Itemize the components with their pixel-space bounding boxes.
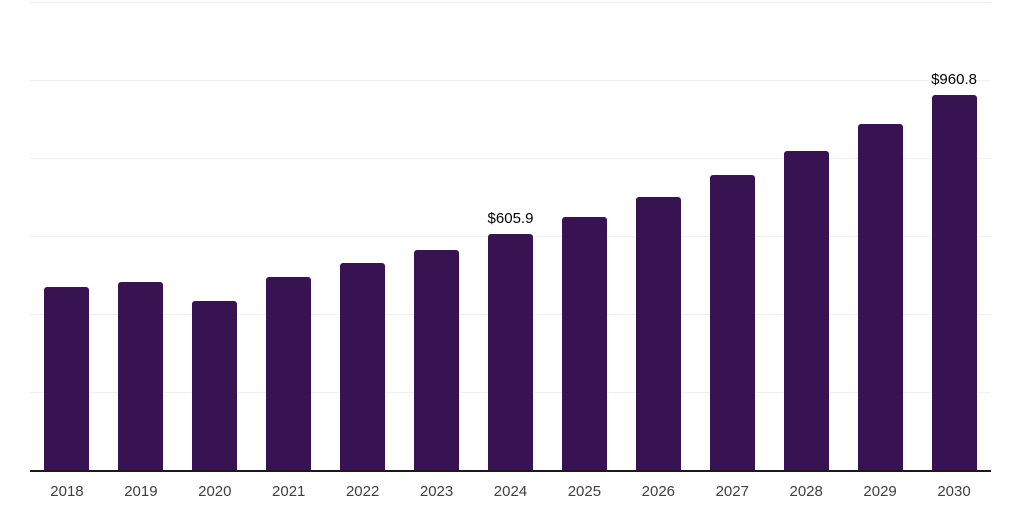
bar-2021 (266, 276, 312, 470)
x-tick-2029: 2029 (863, 483, 897, 500)
bar-slot-2029 (843, 2, 917, 470)
bar-value-label-2024: $605.9 (487, 209, 534, 227)
x-tick-2023: 2023 (419, 483, 454, 500)
bar-slot-2025 (547, 2, 621, 470)
bar-slot-2024: $605.9 (474, 2, 548, 470)
bar-slot-2030: $960.8 (917, 2, 991, 470)
bar-2030 (931, 95, 977, 470)
x-axis-labels: 2018 2019 2020 2021 2022 2023 2024 2025 2026 2027… (30, 483, 991, 501)
bar-value-label-2030: $960.8 (931, 71, 977, 89)
bar-slot-2022 (326, 2, 400, 470)
plot-area: $605.9 $960.8 (30, 2, 991, 472)
bar-slot-2023 (400, 2, 474, 470)
x-tick-2019: 2019 (124, 483, 158, 500)
bar-slot-2019 (104, 2, 178, 470)
bar-2029 (857, 124, 903, 470)
x-tick-2030: 2030 (937, 483, 971, 500)
bar-2027 (709, 174, 755, 470)
bar-slots: $605.9 $960.8 (30, 2, 991, 470)
bar-slot-2020 (178, 2, 252, 470)
gridline-800 (30, 158, 991, 159)
x-tick-2025: 2025 (567, 483, 602, 500)
x-tick-2026: 2026 (641, 483, 676, 500)
bar-2019 (118, 282, 164, 470)
bar-slot-2027 (695, 2, 769, 470)
bar-slot-2026 (621, 2, 695, 470)
bar-2020 (192, 301, 238, 470)
bar-2022 (340, 262, 386, 470)
bar-2024 (487, 233, 533, 470)
gridline-1200 (30, 2, 991, 3)
bar-2023 (414, 249, 460, 470)
x-tick-2018: 2018 (50, 483, 84, 500)
bar-2026 (635, 196, 681, 470)
x-tick-2024: 2024 (493, 483, 528, 500)
bar-2018 (44, 286, 90, 470)
gridline-1000 (30, 80, 991, 81)
bar-slot-2021 (252, 2, 326, 470)
x-tick-2021: 2021 (272, 483, 306, 500)
bar-2028 (783, 150, 829, 470)
x-tick-2028: 2028 (789, 483, 823, 500)
x-tick-2027: 2027 (715, 483, 749, 500)
bar-slot-2018 (30, 2, 104, 470)
x-tick-2022: 2022 (345, 483, 380, 500)
bar-slot-2028 (769, 2, 843, 470)
x-tick-2020: 2020 (198, 483, 232, 500)
bar-2025 (561, 216, 607, 470)
